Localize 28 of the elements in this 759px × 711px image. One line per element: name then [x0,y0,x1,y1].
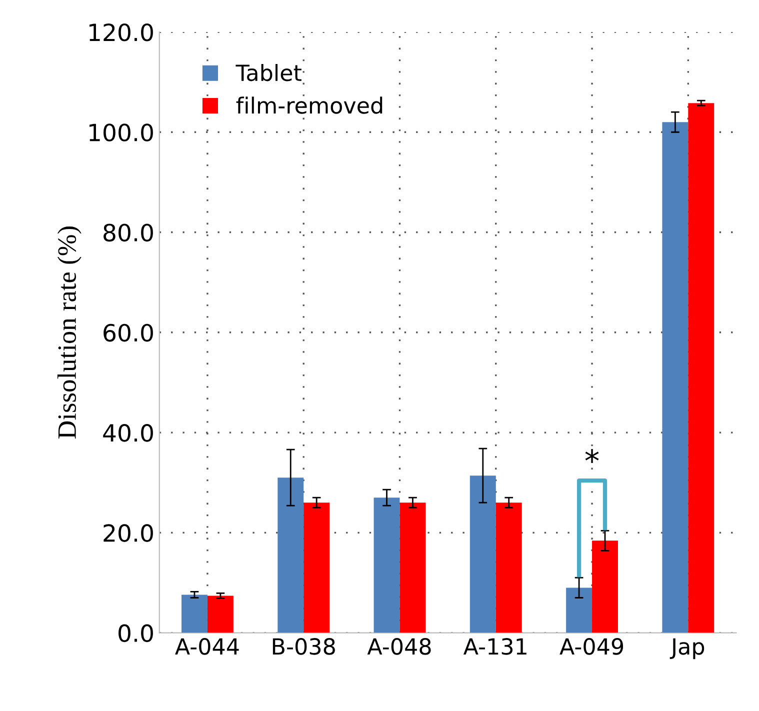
y-tick-label: 20.0 [104,524,153,542]
x-tick-label: A-049 [560,638,624,655]
bar [688,103,714,633]
y-tick-label: 120.0 [90,23,153,42]
y-tick-label: 100.0 [90,124,153,142]
bar [662,122,688,633]
x-tick-label: B-038 [272,638,335,655]
bar [400,502,426,633]
legend-label: film-removed [236,96,382,114]
bar [278,478,304,633]
x-tick-label: A-044 [175,638,239,655]
annotation: * [585,449,599,463]
bar [470,476,496,633]
x-tick-label: A-048 [367,638,431,655]
bar [496,502,522,633]
x-tick-label: Jap [670,638,704,660]
bar [566,588,592,633]
y-tick-label: 40.0 [103,424,153,442]
legend-label: Tablet [236,64,302,82]
y-tick-label: 60.0 [104,324,153,342]
y-tick-label: 0.0 [118,624,153,642]
bar [207,596,234,633]
y-tick-label: 80.0 [104,224,153,242]
bar [374,498,400,633]
y-axis-title: Dissolution rate (%) [57,226,82,439]
bar [304,502,330,633]
bar [182,594,208,633]
x-tick-label: A-131 [463,638,526,655]
